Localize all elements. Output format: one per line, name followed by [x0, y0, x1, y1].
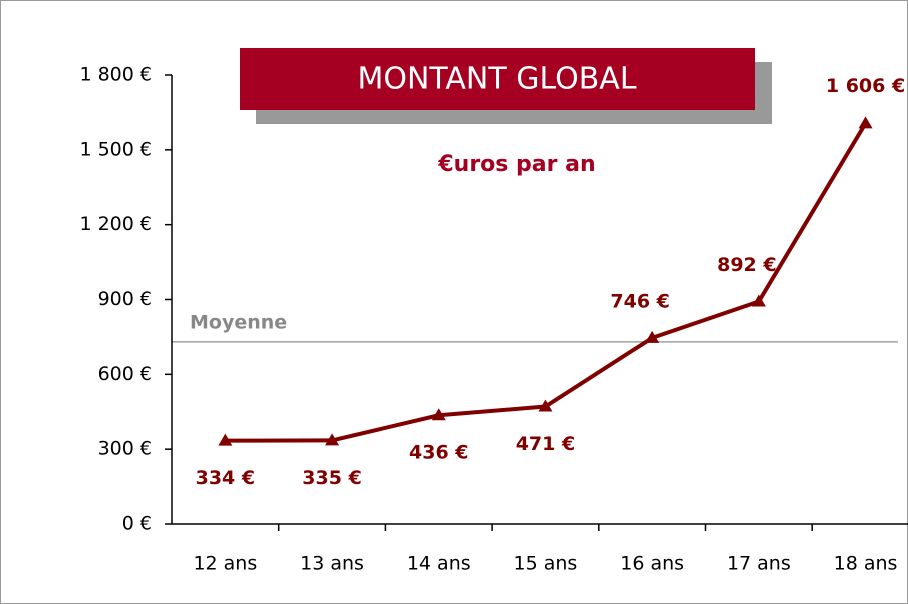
chart-subtitle: €uros par an: [437, 152, 595, 177]
marker: [538, 399, 553, 412]
y-tick-label: 1 200 €: [79, 213, 152, 235]
data-label: 746 €: [610, 290, 670, 312]
data-label: 892 €: [717, 254, 777, 276]
data-label: 335 €: [302, 467, 362, 489]
data-label: 471 €: [516, 433, 576, 455]
title-box: [240, 48, 755, 110]
y-tick-label: 600 €: [98, 363, 152, 385]
y-tick-label: 300 €: [98, 438, 152, 460]
x-tick-label: 14 ans: [407, 553, 471, 575]
marker: [858, 116, 873, 129]
chart-title: MONTANT GLOBAL: [357, 62, 636, 97]
x-tick-label: 16 ans: [620, 553, 684, 575]
data-label: 436 €: [409, 442, 469, 464]
y-tick-label: 1 500 €: [79, 138, 152, 160]
marker: [645, 330, 660, 343]
marker: [218, 433, 233, 446]
marker: [751, 294, 766, 307]
reference-label: Moyenne: [190, 311, 287, 333]
marker: [431, 408, 446, 421]
marker: [325, 433, 340, 446]
x-tick-label: 15 ans: [514, 553, 578, 575]
data-label: 334 €: [196, 467, 256, 489]
data-label: 1 606 €: [826, 75, 905, 97]
y-tick-label: 900 €: [98, 288, 152, 310]
x-tick-label: 18 ans: [834, 553, 898, 575]
y-tick-label: 1 800 €: [79, 64, 152, 86]
y-tick-label: 0 €: [122, 513, 152, 535]
x-tick-label: 12 ans: [193, 553, 257, 575]
x-tick-label: 17 ans: [727, 553, 791, 575]
x-tick-label: 13 ans: [300, 553, 364, 575]
